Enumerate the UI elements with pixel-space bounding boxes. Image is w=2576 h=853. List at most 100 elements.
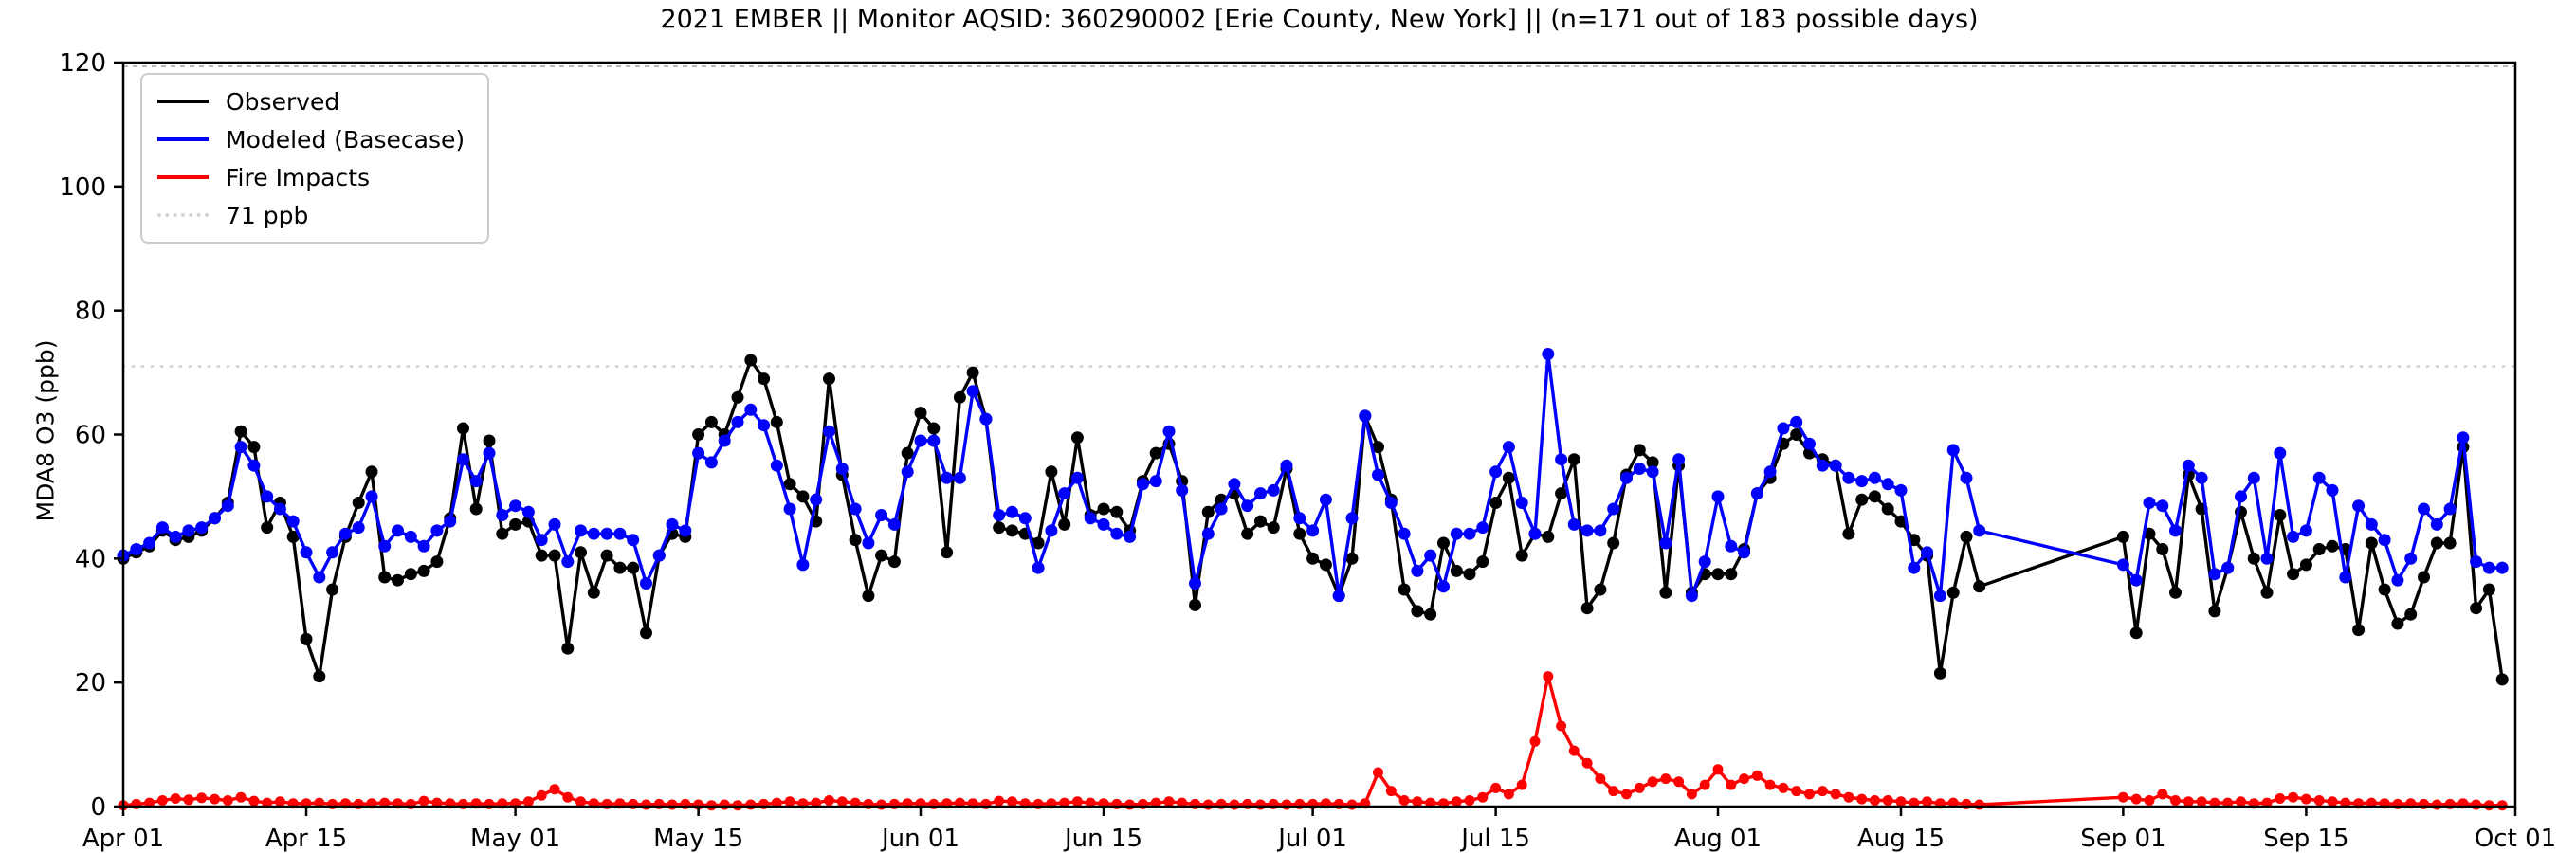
x-tick-label: Aug 01	[1674, 825, 1762, 853]
data-point	[1791, 786, 1802, 797]
data-point	[1842, 527, 1855, 540]
data-point	[770, 459, 783, 472]
data-point	[993, 521, 1006, 535]
data-point	[156, 795, 168, 806]
data-point	[744, 354, 758, 367]
data-point	[2260, 586, 2274, 599]
data-point	[1007, 796, 1017, 808]
data-point	[1946, 444, 1960, 457]
x-tick-label: May 15	[653, 825, 743, 853]
data-point	[483, 446, 496, 460]
data-point	[1267, 483, 1280, 497]
data-point	[1241, 499, 1254, 513]
data-point	[2496, 800, 2508, 811]
data-point	[1006, 524, 1018, 537]
data-point	[1306, 524, 1320, 537]
data-point	[1882, 795, 1893, 806]
data-point	[627, 561, 640, 574]
data-point	[783, 478, 796, 491]
y-tick-label: 80	[75, 298, 106, 326]
data-point	[1515, 497, 1528, 509]
x-tick-label: Aug 15	[1857, 825, 1945, 853]
legend: Observed Modeled (Basecase) Fire Impacts…	[140, 73, 490, 244]
data-point	[2157, 789, 2168, 800]
data-point	[1894, 515, 1908, 528]
data-point	[783, 502, 796, 516]
data-point	[810, 493, 823, 506]
data-point	[600, 527, 613, 540]
modeled-line-swatch	[157, 137, 209, 141]
data-point	[196, 792, 208, 804]
data-point	[1332, 590, 1345, 603]
data-point	[2312, 471, 2326, 484]
data-point	[247, 459, 261, 472]
data-point	[1373, 767, 1383, 778]
data-point	[2378, 534, 2391, 547]
data-point	[1476, 521, 1489, 535]
data-point	[901, 446, 914, 460]
data-point	[796, 490, 810, 503]
data-point	[469, 502, 483, 516]
data-point	[1437, 536, 1450, 550]
x-tick-label: Jul 15	[1459, 825, 1530, 853]
data-point	[1725, 568, 1738, 581]
data-point	[496, 527, 509, 540]
data-point	[1006, 505, 1018, 518]
data-point	[731, 390, 744, 404]
data-point	[1946, 586, 1960, 599]
data-point	[1830, 789, 1841, 800]
data-point	[1084, 512, 1097, 525]
data-point	[1228, 478, 1241, 491]
data-point	[1372, 468, 1384, 481]
data-point	[705, 800, 717, 811]
data-point	[1921, 546, 1934, 559]
data-point	[875, 549, 888, 562]
data-point	[613, 561, 627, 574]
data-point	[613, 527, 627, 540]
data-point	[979, 412, 993, 426]
data-point	[273, 502, 286, 516]
fire-impacts-markers	[118, 671, 2508, 811]
data-point	[2326, 483, 2339, 497]
data-point	[1829, 459, 1842, 472]
data-point	[404, 568, 417, 581]
data-point	[1881, 478, 1894, 491]
data-point	[2288, 791, 2299, 803]
data-point	[1293, 527, 1306, 540]
modeled-basecase--markers	[117, 348, 2509, 603]
data-point	[1567, 453, 1580, 466]
data-point	[704, 415, 718, 428]
data-point	[548, 517, 561, 531]
data-point	[1543, 671, 1554, 682]
data-point	[2208, 605, 2221, 618]
data-point	[352, 521, 365, 535]
data-point	[1542, 530, 1555, 543]
data-point	[993, 509, 1006, 521]
data-point	[548, 549, 561, 562]
data-point	[2247, 552, 2260, 565]
data-point	[469, 475, 483, 488]
data-point	[1634, 782, 1645, 793]
y-tick-label: 60	[75, 422, 106, 450]
data-point	[1568, 745, 1580, 756]
data-point	[248, 795, 260, 807]
data-point	[692, 446, 705, 460]
data-point	[1699, 779, 1710, 790]
data-point	[914, 434, 927, 447]
data-point	[758, 419, 771, 432]
legend-label: 71 ppb	[226, 201, 309, 229]
y-tick-label: 120	[59, 49, 106, 78]
data-point	[1777, 422, 1790, 435]
data-point	[2482, 561, 2495, 574]
data-point	[1110, 505, 1124, 518]
data-point	[679, 524, 692, 537]
data-point	[286, 515, 300, 528]
data-point	[575, 546, 587, 559]
data-point	[1933, 590, 1946, 603]
data-point	[1412, 796, 1423, 808]
data-point	[1843, 791, 1854, 803]
data-point	[1804, 789, 1815, 800]
data-point	[1124, 530, 1137, 543]
data-point	[1594, 583, 1607, 596]
